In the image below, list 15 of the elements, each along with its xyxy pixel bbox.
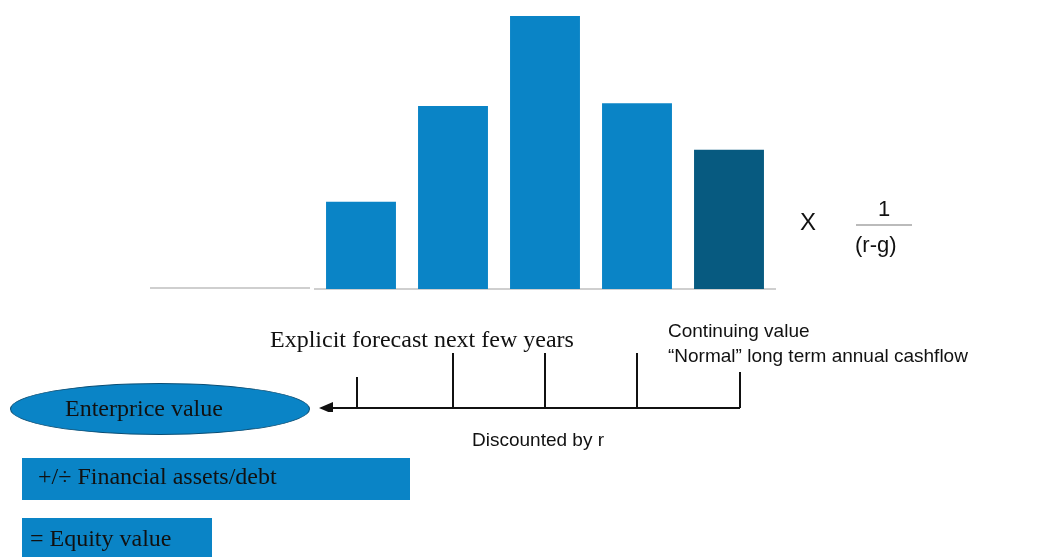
text: +/÷ Financial assets/debt — [38, 463, 277, 490]
text: = Equity value — [30, 525, 172, 552]
bar — [418, 106, 488, 289]
text: Continuing value — [668, 320, 810, 342]
text: “Normal” long term annual cashflow — [668, 345, 968, 367]
text: Explicit forecast next few years — [270, 326, 574, 353]
bar — [694, 149, 764, 289]
bar — [326, 201, 396, 289]
bar — [602, 103, 672, 289]
text: Discounted by r — [472, 429, 605, 451]
text: (r-g) — [855, 232, 897, 258]
text: 1 — [856, 196, 913, 226]
text: Enterprice value — [65, 395, 223, 422]
text: X — [800, 208, 817, 236]
bar — [510, 16, 580, 289]
